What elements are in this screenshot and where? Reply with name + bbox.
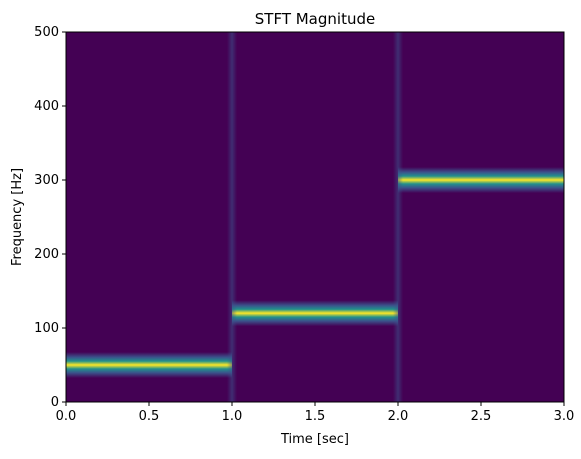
y-tick-label: 400 — [34, 99, 59, 114]
spectrogram-bands — [66, 167, 564, 378]
transition-smears — [227, 32, 403, 402]
x-tick-label: 1.0 — [222, 409, 243, 424]
y-axis-label: Frequency [Hz] — [10, 168, 25, 266]
x-tick-label: 3.0 — [554, 409, 575, 424]
chart-title: STFT Magnitude — [255, 10, 375, 28]
y-axis-ticks: 0 100 200 300 400 500 — [34, 25, 66, 410]
transition-smear-2 — [393, 32, 403, 402]
x-tick-label: 1.5 — [305, 409, 326, 424]
y-tick-label: 200 — [34, 247, 59, 262]
y-tick-label: 300 — [34, 173, 59, 188]
frequency-band-2 — [232, 300, 398, 327]
y-tick-label: 500 — [34, 25, 59, 40]
watermark-text: 知乎 @建模先锋 — [458, 426, 568, 444]
transition-smear-1 — [227, 32, 237, 402]
x-tick-label: 2.5 — [471, 409, 492, 424]
x-tick-label: 2.0 — [388, 409, 409, 424]
y-tick-label: 100 — [34, 321, 59, 336]
heatmap-background — [66, 32, 564, 402]
x-axis-label: Time [sec] — [280, 432, 349, 447]
x-tick-label: 0.0 — [56, 409, 77, 424]
x-tick-label: 0.5 — [139, 409, 160, 424]
frequency-band-3 — [398, 167, 564, 193]
x-axis-ticks: 0.0 0.5 1.0 1.5 2.0 2.5 3.0 — [56, 402, 575, 424]
y-tick-label: 0 — [51, 395, 59, 410]
frequency-band-1 — [66, 352, 232, 378]
